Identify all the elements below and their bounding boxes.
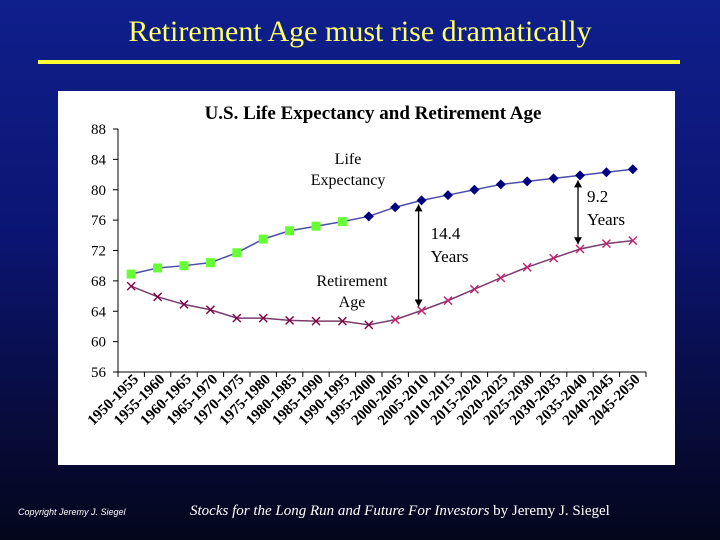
life-expectancy-point — [179, 261, 189, 271]
life-expectancy-point — [337, 217, 347, 227]
life-expectancy-point — [311, 221, 321, 231]
retirement-age-point — [469, 284, 479, 294]
life-expectancy-point — [495, 179, 506, 190]
arrow-head — [414, 204, 423, 212]
life-expectancy-point — [205, 258, 215, 268]
retirement-age-point — [364, 320, 374, 330]
life-expectancy-point — [285, 226, 295, 236]
source-author: by Jeremy J. Siegel — [489, 503, 610, 519]
retirement-age-point — [258, 313, 268, 323]
arrow-head — [574, 237, 582, 245]
gap-label-9-years: Years — [587, 210, 625, 229]
life-expectancy-point — [390, 202, 401, 213]
retirement-age-point — [417, 305, 427, 315]
chart-panel: U.S. Life Expectancy and Retirement Age … — [58, 91, 675, 465]
retirement-age-point — [232, 313, 242, 323]
y-tick-label: 84 — [91, 152, 107, 168]
arrow-head — [414, 299, 423, 307]
y-tick-label: 76 — [91, 213, 107, 229]
source-credit: Stocks for the Long Run and Future For I… — [190, 503, 610, 520]
life-expectancy-point — [627, 164, 638, 175]
life-expectancy-retirement-chart: U.S. Life Expectancy and Retirement Age … — [85, 103, 647, 429]
y-tick-label: 88 — [91, 122, 106, 138]
life-expectancy-point — [232, 248, 242, 258]
y-tick-label: 64 — [91, 304, 107, 320]
x-axis-ticks: 1950-19551955-19601960-19651965-19701970… — [85, 372, 647, 429]
y-tick-label: 56 — [91, 365, 107, 381]
retirement-age-point — [205, 305, 215, 315]
life-expectancy-point — [363, 211, 374, 222]
retirement-age-point — [601, 239, 611, 249]
slide-title: Retirement Age must rise dramatically — [128, 15, 592, 48]
life-expectancy-point — [126, 269, 136, 279]
life-expectancy-point — [153, 263, 163, 273]
retirement-age-point — [179, 299, 189, 309]
life-expectancy-point — [601, 167, 612, 178]
retirement-age-point — [126, 281, 136, 291]
retirement-age-point — [628, 236, 638, 246]
y-tick-label: 80 — [91, 183, 106, 199]
gap-label-14-years: 14.4 — [431, 224, 461, 243]
life-expectancy-point — [416, 195, 427, 206]
retirement-age-point — [496, 273, 506, 283]
y-tick-label: 72 — [91, 244, 106, 260]
life-expectancy-label: Life — [335, 151, 362, 168]
y-axis-ticks: 56 60 64 68 72 76 80 84 88 — [91, 122, 118, 381]
y-tick-label: 60 — [91, 335, 106, 351]
retirement-age-point — [575, 244, 585, 254]
retirement-age-label: Age — [339, 294, 366, 311]
retirement-age-point — [311, 316, 321, 326]
retirement-age-point — [390, 315, 400, 325]
retirement-age-line — [130, 239, 633, 326]
retirement-age-point — [337, 316, 347, 326]
annotation-layer: 14.4 Years 9.2 Years — [414, 180, 625, 307]
chart-title: U.S. Life Expectancy and Retirement Age — [205, 103, 542, 124]
life-expectancy-point — [469, 184, 480, 195]
life-expectancy-point — [522, 176, 533, 187]
arrow-head — [574, 180, 582, 188]
y-tick-label: 68 — [91, 274, 106, 290]
retirement-age-label: Retirement — [316, 273, 388, 290]
gap-label-9-years: 9.2 — [587, 187, 608, 206]
retirement-age-point — [549, 253, 559, 263]
retirement-age-point — [153, 292, 163, 302]
life-expectancy-point — [258, 234, 268, 244]
source-book-titles: Stocks for the Long Run and Future For I… — [190, 503, 490, 519]
retirement-age-point — [443, 296, 453, 306]
copyright-note: Copyright Jeremy J. Siegel — [18, 507, 126, 517]
life-expectancy-point — [575, 170, 585, 181]
life-expectancy-point — [443, 190, 453, 201]
gap-label-14-years: Years — [431, 247, 469, 266]
retirement-age-point — [285, 315, 295, 325]
retirement-age-point — [522, 262, 532, 272]
life-expectancy-label: Expectancy — [311, 172, 386, 189]
life-expectancy-point — [548, 173, 559, 184]
series-layer: Life Expectancy Retirement Age — [126, 151, 638, 330]
title-underline — [38, 60, 680, 64]
